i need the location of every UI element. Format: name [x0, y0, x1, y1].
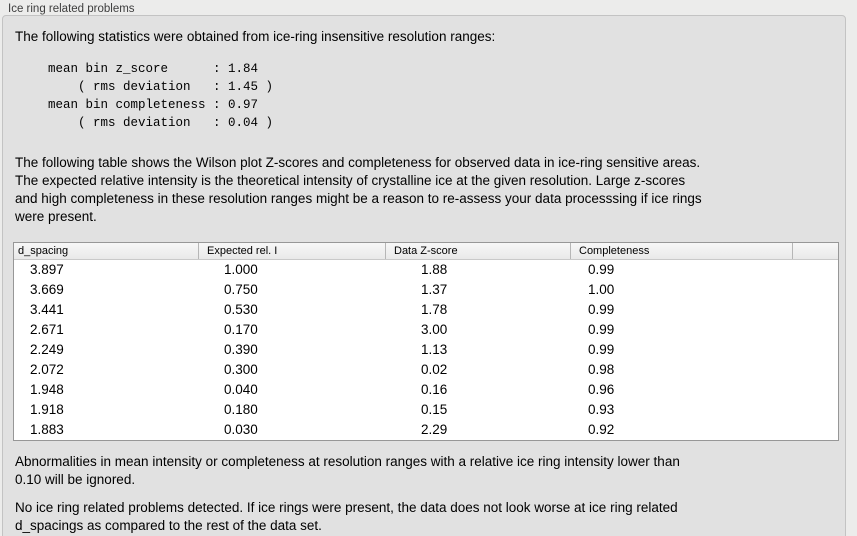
- table-row[interactable]: 1.918 0.180 0.15 0.93: [14, 400, 838, 420]
- table-row[interactable]: 2.249 0.390 1.13 0.99: [14, 340, 838, 360]
- cell-d-spacing: 3.441: [30, 302, 64, 317]
- table-row[interactable]: 3.897 1.000 1.88 0.99: [14, 260, 838, 280]
- cell-expected-rel-i: 0.170: [224, 322, 258, 337]
- cell-d-spacing: 3.669: [30, 282, 64, 297]
- cell-expected-rel-i: 0.040: [224, 382, 258, 397]
- column-header-expected-rel-i[interactable]: Expected rel. I: [199, 243, 386, 259]
- cell-completeness: 0.99: [588, 262, 615, 277]
- cell-d-spacing: 1.948: [30, 382, 64, 397]
- cell-d-spacing: 2.072: [30, 362, 64, 377]
- cell-expected-rel-i: 0.030: [224, 422, 258, 437]
- cell-data-z-score: 1.88: [421, 262, 448, 277]
- cell-completeness: 0.96: [588, 382, 615, 397]
- table-row[interactable]: 3.441 0.530 1.78 0.99: [14, 300, 838, 320]
- cell-expected-rel-i: 0.180: [224, 402, 258, 417]
- cell-expected-rel-i: 0.750: [224, 282, 258, 297]
- table-description: The following table shows the Wilson plo…: [15, 155, 702, 224]
- column-header-d-spacing[interactable]: d_spacing: [14, 243, 199, 259]
- table-header-row: d_spacing Expected rel. I Data Z-score C…: [14, 243, 838, 260]
- cell-data-z-score: 1.78: [421, 302, 448, 317]
- table-row[interactable]: 1.883 0.030 2.29 0.92: [14, 420, 838, 440]
- ignore-note: Abnormalities in mean intensity or compl…: [15, 454, 680, 487]
- cell-data-z-score: 1.37: [421, 282, 448, 297]
- cell-completeness: 0.92: [588, 422, 615, 437]
- cell-d-spacing: 3.897: [30, 262, 64, 277]
- cell-d-spacing: 2.671: [30, 322, 64, 337]
- cell-completeness: 0.93: [588, 402, 615, 417]
- stats-block: mean bin z_score : 1.84 ( rms deviation …: [48, 62, 274, 130]
- cell-data-z-score: 0.16: [421, 382, 448, 397]
- cell-expected-rel-i: 0.390: [224, 342, 258, 357]
- conclusion-text: No ice ring related problems detected. I…: [15, 500, 678, 533]
- ice-ring-table: d_spacing Expected rel. I Data Z-score C…: [13, 242, 839, 441]
- cell-data-z-score: 0.02: [421, 362, 448, 377]
- cell-completeness: 0.99: [588, 342, 615, 357]
- column-header-data-z-score[interactable]: Data Z-score: [386, 243, 571, 259]
- cell-data-z-score: 2.29: [421, 422, 448, 437]
- cell-expected-rel-i: 1.000: [224, 262, 258, 277]
- cell-completeness: 0.99: [588, 302, 615, 317]
- ice-ring-report-panel: The following statistics were obtained f…: [2, 15, 846, 536]
- section-title: Ice ring related problems: [8, 3, 135, 15]
- cell-completeness: 1.00: [588, 282, 615, 297]
- cell-d-spacing: 2.249: [30, 342, 64, 357]
- cell-expected-rel-i: 0.300: [224, 362, 258, 377]
- cell-d-spacing: 1.883: [30, 422, 64, 437]
- cell-completeness: 0.99: [588, 322, 615, 337]
- column-header-completeness[interactable]: Completeness: [571, 243, 793, 259]
- column-header-filler: [793, 243, 838, 259]
- cell-d-spacing: 1.918: [30, 402, 64, 417]
- table-row[interactable]: 1.948 0.040 0.16 0.96: [14, 380, 838, 400]
- cell-data-z-score: 0.15: [421, 402, 448, 417]
- cell-data-z-score: 3.00: [421, 322, 448, 337]
- table-row[interactable]: 2.671 0.170 3.00 0.99: [14, 320, 838, 340]
- cell-data-z-score: 1.13: [421, 342, 448, 357]
- cell-expected-rel-i: 0.530: [224, 302, 258, 317]
- cell-completeness: 0.98: [588, 362, 615, 377]
- table-row[interactable]: 2.072 0.300 0.02 0.98: [14, 360, 838, 380]
- table-row[interactable]: 3.669 0.750 1.37 1.00: [14, 280, 838, 300]
- intro-text: The following statistics were obtained f…: [15, 29, 496, 44]
